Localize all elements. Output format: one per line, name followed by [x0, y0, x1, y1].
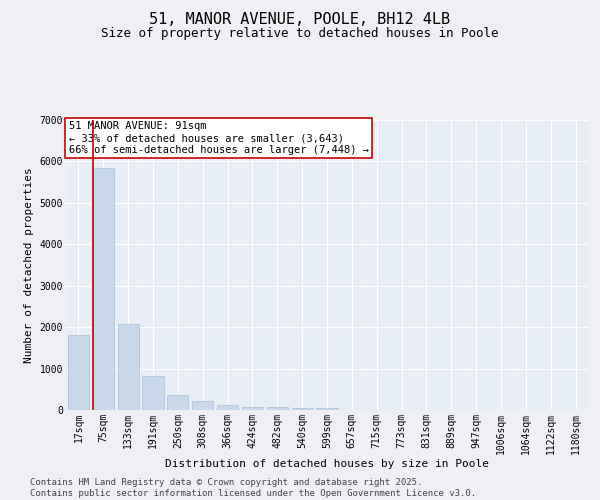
- Bar: [167, 395, 188, 410]
- Bar: [242, 406, 263, 410]
- Bar: [217, 405, 238, 410]
- Y-axis label: Number of detached properties: Number of detached properties: [24, 167, 34, 363]
- Text: Size of property relative to detached houses in Poole: Size of property relative to detached ho…: [101, 28, 499, 40]
- Bar: [316, 408, 338, 410]
- Bar: [267, 406, 288, 410]
- Text: Contains HM Land Registry data © Crown copyright and database right 2025.
Contai: Contains HM Land Registry data © Crown c…: [30, 478, 476, 498]
- Bar: [118, 324, 139, 410]
- Bar: [192, 401, 213, 410]
- Text: 51 MANOR AVENUE: 91sqm
← 33% of detached houses are smaller (3,643)
66% of semi-: 51 MANOR AVENUE: 91sqm ← 33% of detached…: [68, 122, 368, 154]
- Bar: [142, 376, 164, 410]
- Bar: [93, 168, 114, 410]
- Bar: [68, 336, 89, 410]
- Bar: [292, 408, 313, 410]
- X-axis label: Distribution of detached houses by size in Poole: Distribution of detached houses by size …: [165, 460, 489, 469]
- Text: 51, MANOR AVENUE, POOLE, BH12 4LB: 51, MANOR AVENUE, POOLE, BH12 4LB: [149, 12, 451, 28]
